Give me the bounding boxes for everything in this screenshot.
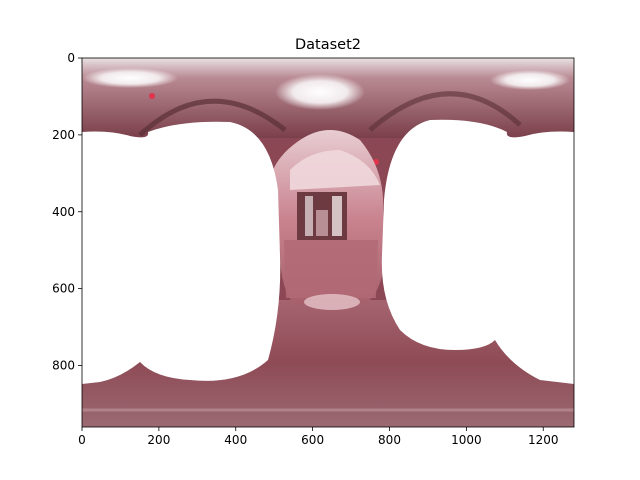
panorama-image [82, 58, 574, 427]
x-tick-label: 1000 [451, 433, 482, 447]
x-tick-label: 200 [147, 433, 170, 447]
chart-title: Dataset2 [295, 37, 361, 53]
ceiling-arc-right [368, 91, 522, 132]
door-inner [316, 210, 328, 236]
y-tick-label: 400 [52, 205, 75, 219]
x-tick-label: 0 [78, 433, 86, 447]
x-axis: 0 200 400 600 800 1000 1200 [78, 427, 559, 447]
ceiling-arc-left [138, 98, 287, 137]
y-axis: 0 200 400 600 800 [52, 51, 82, 373]
y-tick-label: 800 [52, 359, 75, 373]
x-tick-label: 600 [301, 433, 324, 447]
ceiling-red-light-left [149, 93, 155, 99]
blank-region-left [82, 121, 281, 384]
y-tick-label: 0 [67, 51, 75, 65]
axes-frame [81, 57, 575, 428]
x-tick-label: 800 [378, 433, 401, 447]
center-rug [284, 240, 378, 298]
center-floor-highlight [304, 294, 360, 310]
door-frame-right [332, 196, 342, 236]
central-ceiling [290, 150, 380, 190]
y-tick-label: 600 [52, 282, 75, 296]
ceiling-light-right [490, 70, 570, 90]
y-tick-label: 200 [52, 128, 75, 142]
door-frame-left [305, 196, 313, 236]
x-tick-label: 1200 [528, 433, 559, 447]
blank-region-right [381, 119, 574, 384]
ceiling-light-center [275, 74, 365, 110]
ceiling-light-left [82, 68, 178, 88]
x-tick-label: 400 [224, 433, 247, 447]
